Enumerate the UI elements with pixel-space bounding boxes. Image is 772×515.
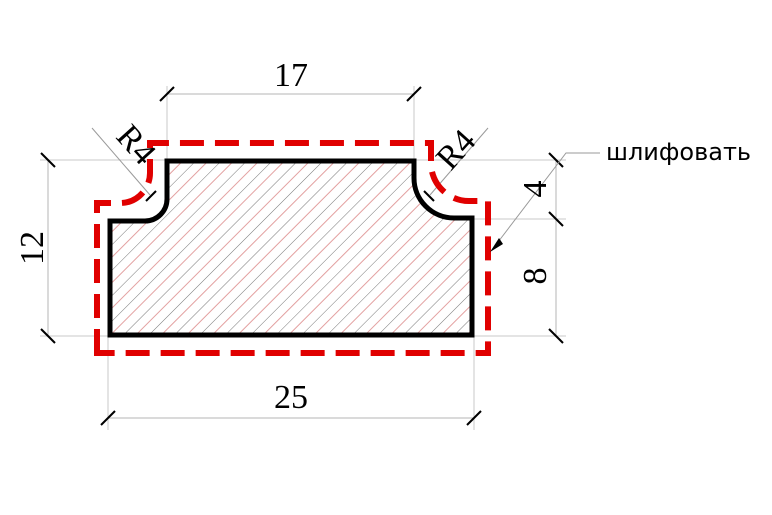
dim-lower-height: 8: [517, 268, 554, 285]
dim-radius-left: R4: [109, 118, 163, 172]
allowance-outline: [94, 140, 491, 356]
dimension-lines: [47, 93, 557, 419]
part-section-fill: [110, 161, 472, 335]
dim-radius-right: R4: [429, 123, 483, 177]
dim-top-width: 17: [274, 57, 308, 94]
dimension-ticks: [40, 86, 564, 426]
dim-upper-height: 4: [517, 181, 554, 198]
finish-note-leader: [490, 152, 600, 252]
part-outline: [107, 158, 475, 338]
finish-note: шлифовать: [606, 138, 751, 166]
dim-bottom-width: 25: [274, 379, 308, 416]
dim-total-height: 12: [14, 231, 51, 265]
